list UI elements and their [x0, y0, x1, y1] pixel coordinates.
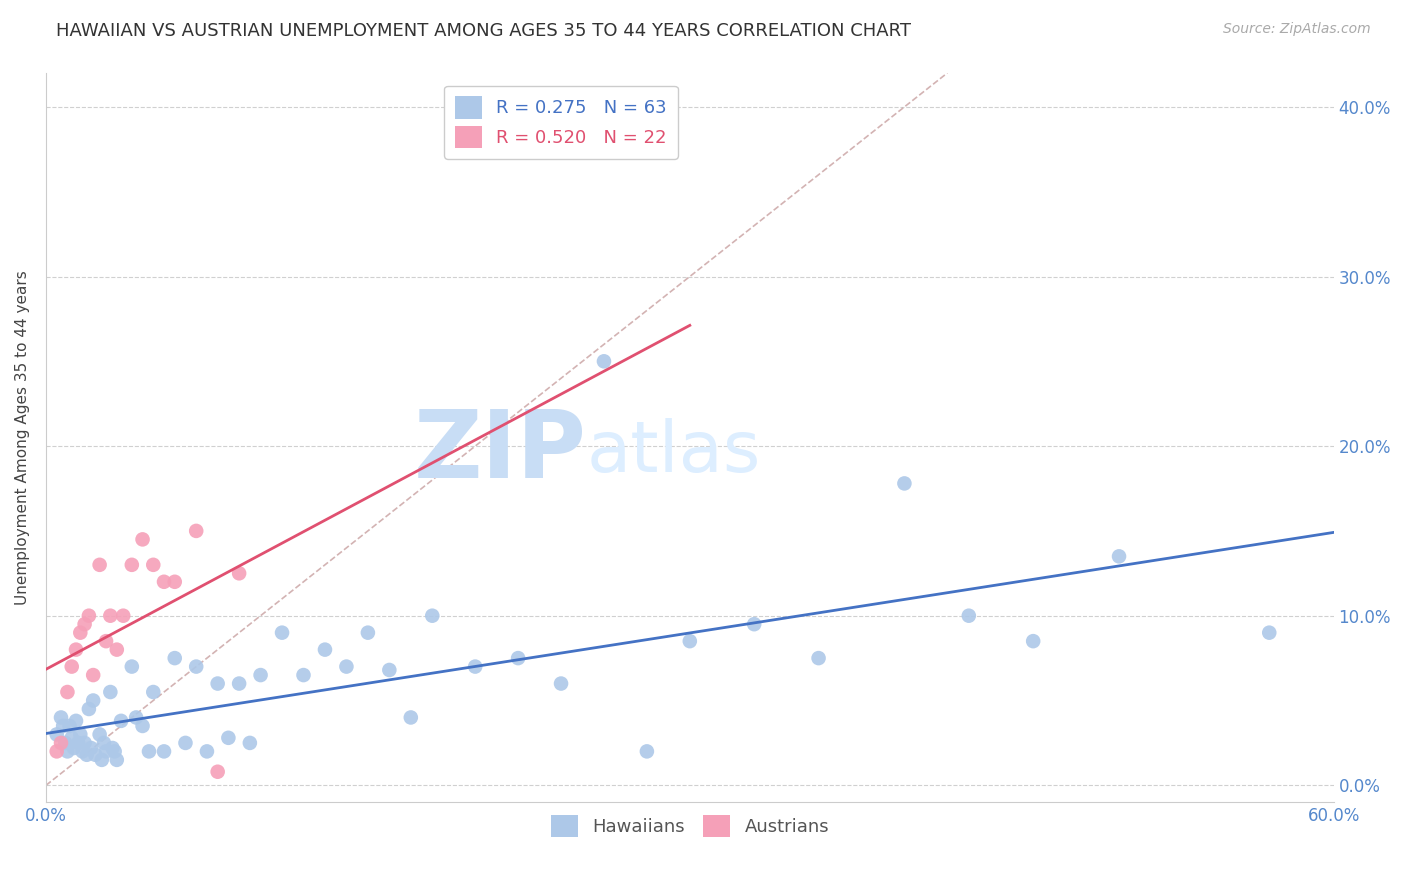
Point	[49, 710, 72, 724]
Point	[45, 727, 67, 741]
Point	[53, 736, 76, 750]
Point	[82, 693, 104, 707]
Point	[110, 714, 132, 728]
Point	[84, 747, 107, 762]
Point	[72, 744, 94, 758]
Point	[93, 736, 115, 750]
Point	[679, 634, 702, 648]
Point	[125, 710, 148, 724]
Point	[63, 741, 86, 756]
Point	[228, 676, 250, 690]
Point	[69, 727, 91, 741]
Legend: Hawaiians, Austrians: Hawaiians, Austrians	[543, 808, 837, 845]
Point	[131, 719, 153, 733]
Point	[239, 736, 262, 750]
Text: HAWAIIAN VS AUSTRIAN UNEMPLOYMENT AMONG AGES 35 TO 44 YEARS CORRELATION CHART: HAWAIIAN VS AUSTRIAN UNEMPLOYMENT AMONG …	[56, 22, 911, 40]
Point	[550, 676, 572, 690]
Point	[82, 668, 104, 682]
Point	[508, 651, 530, 665]
Point	[378, 663, 401, 677]
Point	[249, 668, 271, 682]
Point	[399, 710, 422, 724]
Point	[420, 608, 443, 623]
Point	[163, 574, 186, 589]
Point	[56, 685, 79, 699]
Point	[292, 668, 315, 682]
Point	[69, 625, 91, 640]
Point	[1022, 634, 1045, 648]
Text: atlas: atlas	[586, 417, 761, 487]
Point	[207, 764, 229, 779]
Point	[49, 736, 72, 750]
Point	[1108, 549, 1130, 564]
Point	[153, 744, 176, 758]
Point	[89, 558, 111, 572]
Point	[228, 566, 250, 581]
Point	[80, 741, 103, 756]
Point	[163, 651, 186, 665]
Point	[73, 736, 96, 750]
Point	[89, 727, 111, 741]
Point	[90, 753, 112, 767]
Y-axis label: Unemployment Among Ages 35 to 44 years: Unemployment Among Ages 35 to 44 years	[15, 270, 30, 605]
Point	[357, 625, 380, 640]
Point	[957, 608, 980, 623]
Point	[142, 558, 165, 572]
Point	[174, 736, 197, 750]
Point	[65, 642, 87, 657]
Point	[186, 524, 208, 538]
Point	[153, 574, 176, 589]
Point	[742, 617, 765, 632]
Point	[142, 685, 165, 699]
Point	[101, 741, 124, 756]
Point	[195, 744, 218, 758]
Point	[98, 608, 121, 623]
Point	[105, 753, 128, 767]
Text: ZIP: ZIP	[413, 406, 586, 499]
Point	[105, 642, 128, 657]
Point	[636, 744, 658, 758]
Point	[98, 685, 121, 699]
Point	[271, 625, 294, 640]
Point	[73, 617, 96, 632]
Point	[76, 747, 98, 762]
Point	[121, 558, 143, 572]
Point	[893, 476, 915, 491]
Point	[45, 744, 67, 758]
Point	[77, 608, 100, 623]
Point	[67, 736, 90, 750]
Point	[52, 719, 75, 733]
Point	[593, 354, 616, 368]
Point	[335, 659, 357, 673]
Point	[77, 702, 100, 716]
Point	[1258, 625, 1281, 640]
Point	[131, 533, 153, 547]
Point	[60, 731, 83, 745]
Point	[121, 659, 143, 673]
Point	[138, 744, 160, 758]
Point	[464, 659, 486, 673]
Point	[807, 651, 830, 665]
Point	[314, 642, 336, 657]
Point	[65, 714, 87, 728]
Point	[112, 608, 135, 623]
Point	[60, 659, 83, 673]
Text: Source: ZipAtlas.com: Source: ZipAtlas.com	[1223, 22, 1371, 37]
Point	[58, 719, 80, 733]
Point	[186, 659, 208, 673]
Point	[94, 634, 117, 648]
Point	[56, 744, 79, 758]
Point	[104, 744, 127, 758]
Point	[207, 676, 229, 690]
Point	[94, 744, 117, 758]
Point	[217, 731, 239, 745]
